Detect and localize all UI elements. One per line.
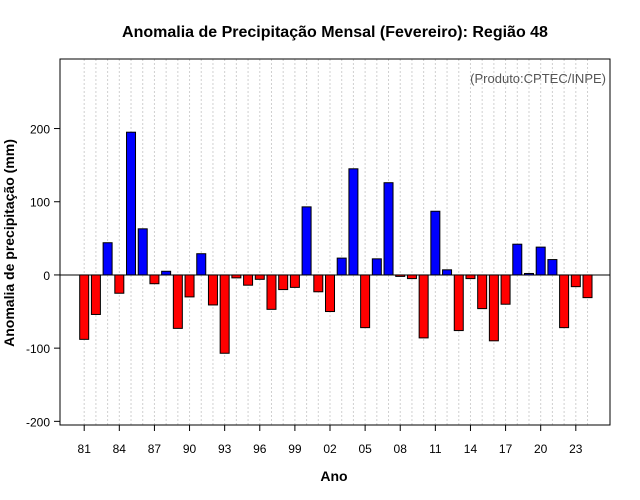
x-tick-label: 20	[534, 442, 548, 456]
bar-11	[430, 210, 441, 276]
bar-19	[523, 272, 534, 276]
bar-17	[500, 274, 511, 305]
bar-94	[231, 274, 242, 279]
bar-03	[336, 257, 347, 276]
bar-93	[219, 274, 230, 354]
bar-86	[137, 228, 148, 276]
x-axis: 81 84 87 90 93 96 99 02 05 08 11 14 17 20 23	[78, 425, 583, 456]
bar-23	[570, 274, 581, 288]
x-tick-label: 08	[394, 442, 408, 456]
bar-07	[383, 182, 394, 276]
bar-90	[184, 274, 195, 298]
bar-83	[102, 242, 113, 276]
vertical-grid	[83, 59, 589, 425]
x-tick-label: 14	[464, 442, 478, 456]
x-tick-label: 81	[78, 442, 92, 456]
bar-14	[465, 274, 476, 280]
bar-98	[278, 274, 289, 291]
x-tick-label: 11	[429, 442, 442, 456]
x-tick-label: 02	[323, 442, 337, 456]
bar-20	[535, 246, 546, 276]
bar-99	[289, 274, 300, 288]
bar-02	[325, 274, 336, 313]
x-tick-label: 99	[288, 442, 302, 456]
x-tick-label: 93	[218, 442, 232, 456]
x-tick-label: 17	[499, 442, 513, 456]
y-axis: -200 -100 0 100 200	[26, 123, 60, 429]
bar-96	[254, 274, 265, 280]
bar-21	[547, 259, 558, 276]
x-tick-label: 23	[569, 442, 583, 456]
x-tick-label: 96	[253, 442, 267, 456]
bar-16	[488, 274, 499, 342]
x-tick-label: 87	[148, 442, 162, 456]
bar-01	[313, 274, 324, 293]
bar-12	[442, 269, 453, 276]
bar-24	[582, 274, 593, 299]
x-tick-label: 05	[358, 442, 372, 456]
y-tick-label: 200	[30, 123, 50, 137]
bar-09	[406, 274, 417, 280]
bar-10	[418, 274, 429, 339]
y-tick-label: 0	[43, 269, 50, 283]
bar-92	[207, 274, 218, 306]
bar-08	[395, 274, 406, 277]
bar-84	[114, 274, 125, 294]
bar-18	[512, 243, 523, 276]
x-tick-label: 90	[183, 442, 197, 456]
y-tick-label: -100	[26, 342, 50, 356]
bar-05	[360, 274, 371, 329]
bar-97	[266, 274, 277, 310]
x-axis-label: Ano	[320, 468, 347, 484]
y-tick-label: -200	[26, 415, 50, 429]
bar-82	[90, 274, 101, 315]
bar-91	[196, 253, 207, 276]
bar-95	[243, 274, 254, 286]
credit-text: (Produto:CPTEC/INPE)	[470, 71, 606, 86]
bar-04	[348, 168, 359, 276]
chart-title: Anomalia de Precipitação Mensal (Feverei…	[122, 24, 548, 41]
plot-frame	[59, 58, 611, 426]
bar-89	[172, 274, 183, 329]
bar-81	[79, 274, 90, 340]
bar-00	[301, 206, 312, 276]
bar-87	[149, 274, 160, 285]
bar-15	[477, 274, 488, 310]
bar-85	[126, 131, 137, 276]
y-tick-label: 100	[30, 196, 50, 210]
bars-group	[79, 131, 593, 354]
bar-06	[371, 258, 382, 276]
bar-88	[161, 270, 172, 276]
x-tick-label: 84	[113, 442, 127, 456]
bar-22	[559, 274, 570, 329]
y-axis-label: Anomalia de precipitação (mm)	[1, 139, 17, 347]
bar-13	[453, 274, 464, 332]
